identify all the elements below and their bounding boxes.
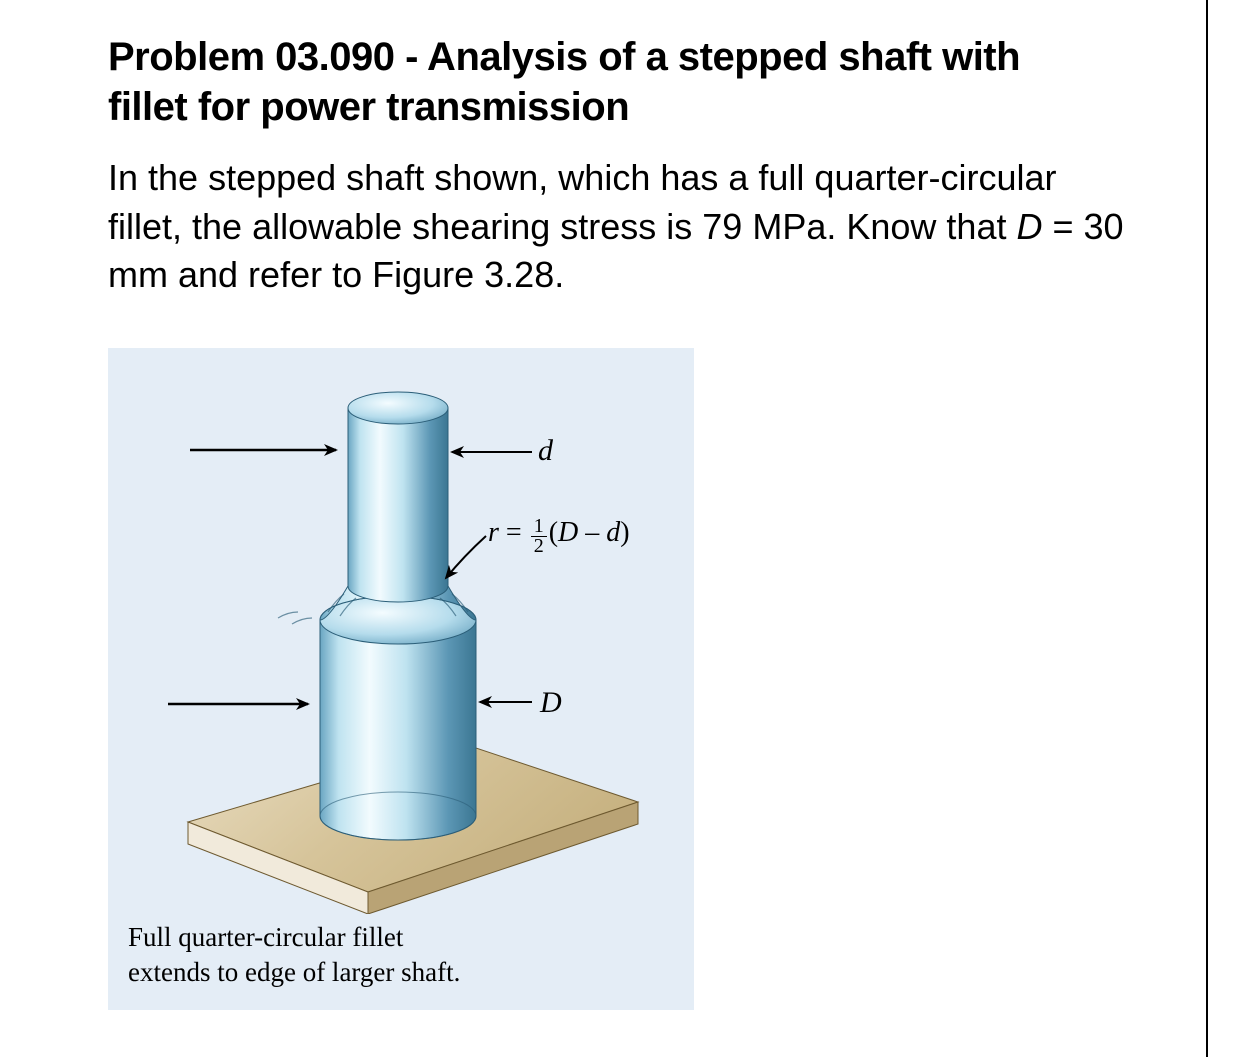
para-var-D: D [1016, 206, 1042, 247]
label-fillet-eq: r = 12(D – d) [488, 517, 630, 556]
eq-close: ) [620, 517, 629, 548]
caption-line-2: extends to edge of larger shaft. [128, 957, 460, 987]
label-big-D: D [540, 686, 562, 720]
figure-caption: Full quarter-circular fillet extends to … [128, 920, 674, 990]
para-seg-2: . Know that [826, 206, 1016, 247]
shaft-small-section [348, 392, 448, 602]
figure-canvas: d r = 12(D – d) D [128, 372, 674, 914]
eq-fr-den: 2 [531, 537, 547, 556]
page-content: Problem 03.090 - Analysis of a stepped s… [0, 0, 1234, 1050]
para-stress-value: 79 MPa [702, 206, 826, 247]
shaft-large-section [320, 620, 476, 840]
eq-r: r [488, 517, 499, 548]
eq-d: d [606, 517, 620, 548]
label-small-d: d [538, 434, 553, 468]
eq-fraction: 12 [531, 517, 547, 556]
figure-panel: d r = 12(D – d) D Full quarter-circular … [108, 348, 694, 1010]
problem-paragraph: In the stepped shaft shown, which has a … [108, 154, 1128, 300]
figure-svg [128, 372, 674, 914]
eq-D: D [558, 517, 578, 548]
fillet-r-leader [446, 536, 486, 578]
problem-title: Problem 03.090 - Analysis of a stepped s… [108, 32, 1108, 132]
eq-fr-num: 1 [531, 517, 547, 537]
eq-minus: – [578, 517, 606, 548]
eq-open: ( [549, 517, 558, 548]
caption-line-1: Full quarter-circular fillet [128, 922, 403, 952]
para-seg-3: and refer to Figure 3.28. [168, 254, 564, 295]
eq-equals: = [499, 517, 529, 548]
